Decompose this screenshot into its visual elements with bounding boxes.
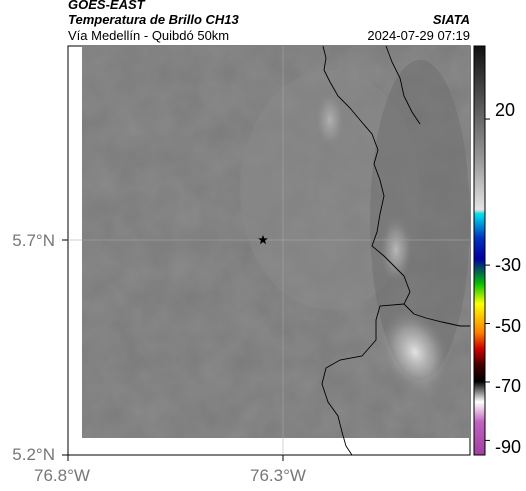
route-subtitle: Vía Medellín - Quibdó 50km [68,28,230,43]
colorbar-tick-label: -50 [495,316,522,336]
colorbar-ticks [485,118,490,441]
datetime-label: 2024-07-29 07:19 [367,28,470,43]
axis-ticks [62,239,284,461]
source-title: GOES-EAST [68,0,145,12]
latitude-label: 5.7°N [12,231,55,250]
longitude-label: 76.8°W [34,466,90,485]
colorbar [473,45,486,456]
latitude-label: 5.2°N [12,445,55,464]
star-icon [258,235,268,245]
colorbar-tick-label: -70 [495,376,522,396]
boundary-lines [321,45,470,456]
colorbar-tick-label: 20 [495,100,516,120]
satellite-imagery [82,46,470,438]
colorbar-tick-label: -90 [495,437,522,457]
longitude-label: 76.3°W [250,466,306,485]
product-title: Temperatura de Brillo CH13 [68,12,239,27]
organization-label: SIATA [432,12,470,27]
colorbar-tick-label: -30 [495,255,522,275]
